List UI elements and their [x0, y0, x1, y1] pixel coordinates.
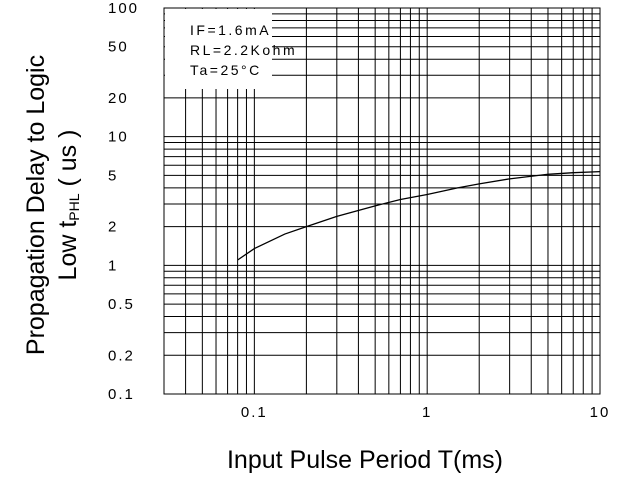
- series-line: [237, 170, 601, 261]
- condition-if: IF=1.6mA: [190, 22, 271, 38]
- y-tick-label: 1: [108, 257, 118, 274]
- y-axis-label-line1: Propagation Delay to Logic: [22, 55, 50, 355]
- y-tick-label: 20: [108, 90, 129, 107]
- y-tick-label: 5: [108, 167, 118, 184]
- x-tick-label: 0.1: [241, 404, 268, 421]
- x-axis-label: Input Pulse Period T(ms): [227, 446, 503, 474]
- condition-ta: Ta=25°C: [190, 62, 262, 78]
- series-group: [237, 170, 601, 261]
- y-tick-label: 0.2: [108, 347, 135, 364]
- x-tick-label: 1: [422, 404, 432, 421]
- y-tick-label: 50: [108, 39, 129, 56]
- y-axis-label-line2: Low tPHL ( us ): [54, 130, 82, 281]
- y-axis-label: Propagation Delay to Logic: [22, 55, 50, 355]
- y-axis-label-prefix: Low t: [54, 221, 82, 281]
- y-axis-label-subscript: PHL: [66, 193, 82, 220]
- condition-rl: RL=2.2Kohm: [190, 42, 297, 58]
- conditions-box: IF=1.6mA RL=2.2Kohm Ta=25°C: [165, 9, 297, 89]
- y-axis-label-second: Low tPHL ( us ): [54, 130, 82, 281]
- y-tick-label: 0.5: [108, 296, 135, 313]
- y-tick-labels: 100 50 20 10 5 2 1 0.5 0.2 0.1: [108, 0, 139, 403]
- x-tick-labels: 0.1 1 10: [241, 404, 611, 421]
- conditions-box-bg: [165, 9, 272, 89]
- plot-frame: [163, 7, 601, 395]
- y-tick-label: 100: [108, 0, 139, 17]
- y-tick-label: 10: [108, 129, 129, 146]
- y-axis-label-suffix: ( us ): [54, 130, 82, 194]
- y-tick-label: 0.1: [108, 386, 135, 403]
- x-tick-label: 10: [590, 404, 611, 421]
- y-tick-label: 2: [108, 219, 118, 236]
